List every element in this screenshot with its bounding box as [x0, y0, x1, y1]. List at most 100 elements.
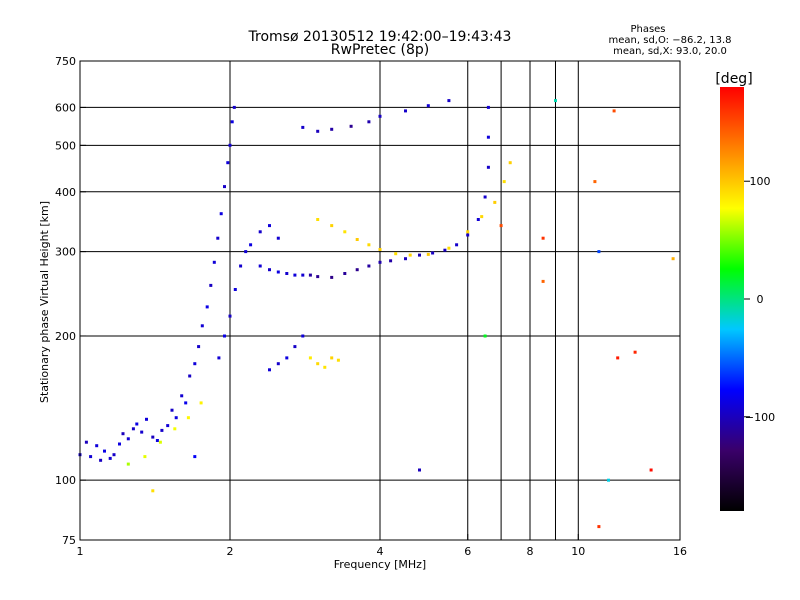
data-point: [209, 283, 213, 287]
x-tick-label: 4: [377, 545, 384, 558]
data-point: [126, 437, 130, 441]
data-point: [316, 218, 320, 221]
phases-x-stats: mean, sd,X: 93.0, 20.0: [613, 46, 727, 57]
data-point: [671, 257, 675, 261]
colorbar-tick-label: 100: [750, 175, 771, 188]
data-point: [404, 109, 407, 113]
data-point: [483, 195, 487, 199]
y-tick-label: 300: [55, 246, 76, 259]
data-point: [135, 422, 139, 426]
data-point: [155, 439, 159, 442]
axis-ticks: 1 2 4 6 8 10 16 75 100 200 300 400 500 600 750: [55, 55, 687, 558]
data-point: [486, 135, 490, 139]
data-point: [118, 442, 121, 446]
data-point: [649, 468, 653, 472]
data-point: [493, 200, 497, 204]
data-point: [174, 416, 178, 420]
data-point: [502, 180, 506, 184]
data-point: [160, 428, 164, 432]
data-point: [258, 264, 262, 268]
x-tick-label: 6: [464, 545, 471, 558]
x-tick-label: 16: [673, 545, 687, 558]
data-point: [597, 525, 601, 529]
data-point: [301, 273, 305, 277]
data-point: [131, 427, 135, 431]
data-point: [232, 105, 236, 109]
data-point: [200, 324, 204, 328]
colorbar: [720, 87, 744, 511]
phases-heading: Phases: [630, 24, 665, 35]
data-point: [301, 125, 305, 129]
data-point: [308, 356, 312, 360]
data-point: [184, 401, 188, 405]
x-tick-label: 10: [571, 545, 585, 558]
data-point: [285, 356, 289, 360]
data-point: [151, 435, 155, 439]
data-point: [84, 440, 88, 444]
data-point: [483, 334, 487, 338]
colorbar-tick-label: −100: [745, 411, 775, 424]
data-point: [336, 358, 340, 362]
data-point: [223, 185, 226, 189]
data-point: [418, 468, 421, 472]
data-point: [151, 489, 155, 493]
data-point: [239, 264, 243, 268]
data-point: [394, 252, 398, 256]
phases-o-stats: mean, sd,O: −86.2, 13.8: [609, 35, 732, 46]
data-point: [230, 120, 234, 124]
data-point: [276, 236, 280, 240]
data-point: [145, 417, 148, 421]
data-point: [95, 444, 99, 448]
data-point: [343, 272, 347, 275]
data-point: [343, 230, 347, 234]
data-point: [541, 236, 545, 240]
data-point: [633, 350, 637, 354]
y-tick-label: 75: [62, 534, 76, 547]
data-point: [316, 129, 320, 133]
data-point: [367, 120, 371, 124]
data-point: [244, 250, 248, 254]
y-tick-label: 200: [55, 330, 76, 343]
data-point: [170, 408, 174, 412]
data-point: [330, 127, 334, 131]
data-point: [219, 212, 223, 216]
data-point: [367, 264, 371, 268]
data-point: [486, 165, 490, 169]
data-point: [197, 345, 201, 349]
data-point: [612, 109, 616, 113]
data-point: [212, 260, 216, 264]
y-tick-label: 400: [55, 186, 76, 199]
colorbar-tick-label: 0: [757, 293, 764, 306]
chart-title: Tromsø 20130512 19:42:00–19:43:43: [248, 29, 512, 45]
data-point: [285, 272, 289, 275]
chart-subtitle: RwPretec (8p): [331, 42, 429, 58]
data-point: [216, 236, 220, 240]
data-point: [103, 449, 106, 453]
data-point: [268, 268, 271, 272]
data-point: [180, 394, 184, 398]
x-tick-label: 8: [527, 545, 534, 558]
colorbar-label: [deg]: [715, 71, 752, 87]
colorbar-ticks: 100 0 −100: [744, 175, 775, 424]
y-axis-label: Stationary phase Virtual Height [km]: [38, 201, 51, 403]
data-point: [205, 305, 209, 309]
x-axis-label: Frequency [MHz]: [334, 558, 426, 571]
data-point: [466, 233, 470, 237]
y-tick-label: 100: [55, 474, 76, 487]
data-point: [316, 275, 320, 279]
data-point: [186, 416, 190, 420]
plot-frame: [79, 60, 681, 541]
data-point: [276, 270, 280, 274]
data-point: [455, 243, 459, 247]
data-point: [355, 238, 359, 241]
data-point: [228, 143, 232, 147]
data-point: [188, 374, 192, 378]
data-point: [193, 362, 197, 366]
data-point: [323, 365, 327, 369]
data-point: [249, 243, 253, 247]
data-point: [616, 356, 620, 360]
x-tick-label: 2: [227, 545, 234, 558]
data-point: [480, 215, 484, 219]
data-point: [476, 218, 480, 221]
data-point: [316, 362, 320, 366]
